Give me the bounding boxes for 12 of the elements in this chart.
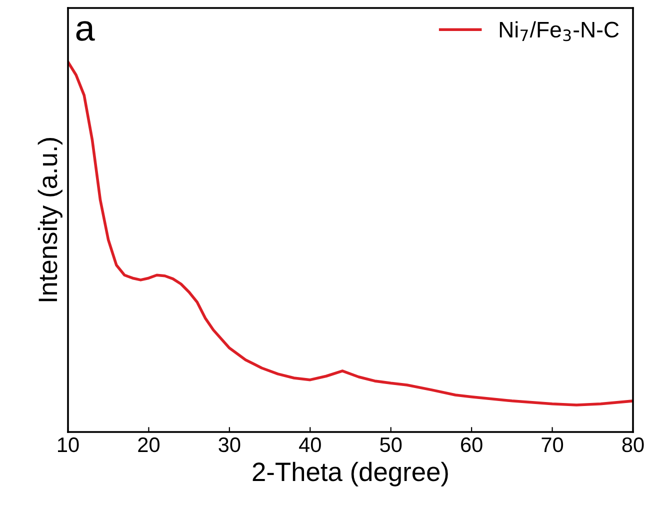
- x-tick-label: 50: [380, 437, 402, 452]
- x-tick-label: 70: [542, 437, 564, 452]
- x-tick-label: 30: [218, 437, 240, 452]
- x-tick-label: 10: [58, 437, 79, 452]
- text: a: [76, 21, 95, 41]
- legend-label: Ni$_{7}$/Fe$_{3}$-N-C: [500, 21, 619, 42]
- x-tick-label: 20: [138, 437, 160, 452]
- x-axis-title: 2-Theta (degree): [252, 462, 448, 486]
- x-tick-label: 80: [622, 437, 644, 452]
- x-tick-label: 60: [461, 437, 482, 452]
- x-tick-label: 40: [299, 437, 321, 452]
- y-axis-title: Intensity (a.u.): [38, 138, 62, 302]
